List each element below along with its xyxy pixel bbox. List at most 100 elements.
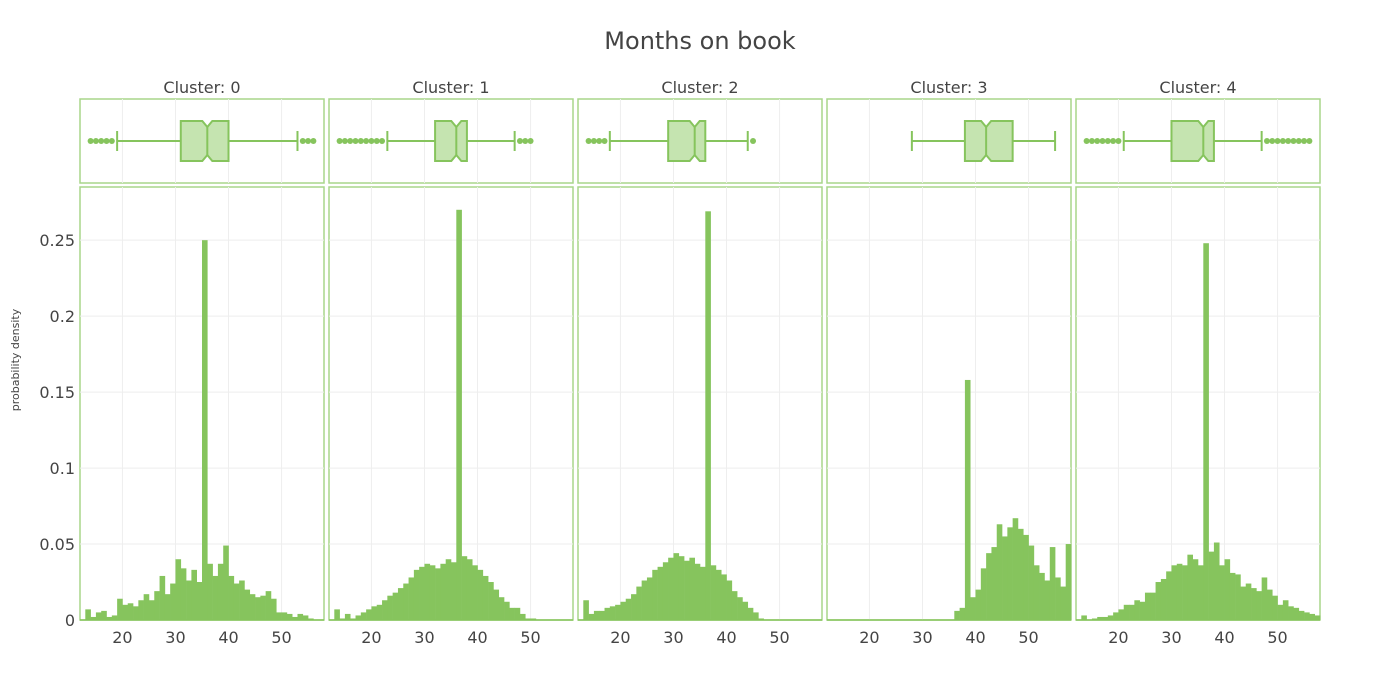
- x-tick-label: 40: [716, 628, 736, 647]
- hist-bar: [207, 563, 213, 620]
- x-tick-label: 30: [1161, 628, 1181, 647]
- hist-bar: [1309, 613, 1315, 620]
- x-tick-label: 20: [112, 628, 132, 647]
- box-outlier: [1083, 138, 1090, 144]
- hist-bar: [753, 612, 759, 620]
- hist-bar: [678, 556, 685, 620]
- hist-bar: [588, 613, 595, 620]
- hist-bar: [509, 607, 515, 620]
- hist-bar: [1023, 534, 1029, 620]
- hist-bar: [424, 563, 431, 620]
- hist-bar: [445, 559, 452, 620]
- hist-bar: [127, 603, 134, 620]
- hist-bar: [1245, 583, 1252, 620]
- y-tick-label: 0.1: [50, 459, 75, 478]
- hist-bar: [991, 547, 998, 620]
- hist-bar: [1224, 559, 1231, 620]
- box-outlier: [590, 138, 597, 144]
- hist-bar: [1039, 572, 1045, 620]
- hist-bar: [408, 577, 415, 620]
- box-outlier: [87, 138, 94, 144]
- cluster-panel: Cluster: 4 20 30 40 50: [1075, 78, 1321, 647]
- hist-panel-frame: [1075, 186, 1321, 621]
- hist-bar: [239, 580, 245, 620]
- box-outlier: [1088, 138, 1095, 144]
- hist-bar: [403, 583, 409, 620]
- hist-bar: [392, 592, 399, 620]
- hist-bar: [371, 606, 378, 620]
- hist-bar: [715, 569, 722, 620]
- hist-bar: [1293, 607, 1300, 620]
- hist-bar: [493, 589, 500, 620]
- hist-bar: [710, 565, 717, 620]
- hist-bar: [196, 582, 203, 620]
- hist-bar: [1134, 600, 1140, 620]
- cluster-panel: Cluster: 3 20 30 40 50: [826, 78, 1072, 647]
- hist-bar: [1272, 595, 1278, 620]
- hist-bar: [641, 580, 648, 620]
- x-tick-label: 50: [520, 628, 540, 647]
- y-tick-label: 0: [65, 611, 75, 630]
- box-outlier: [1301, 138, 1308, 144]
- hist-bar: [233, 583, 240, 620]
- hist-bar: [1017, 528, 1024, 620]
- hist-bar: [1187, 554, 1193, 620]
- box-outlier: [92, 138, 99, 144]
- hist-bar: [646, 577, 653, 620]
- hist-bar: [397, 588, 404, 620]
- box-outlier: [108, 138, 115, 144]
- box-iqr: [179, 120, 230, 162]
- hist-bar: [726, 580, 733, 620]
- y-tick-label: 0.25: [39, 231, 75, 250]
- x-tick-label: 40: [467, 628, 487, 647]
- hist-bar: [657, 566, 664, 620]
- hist-bar: [519, 613, 526, 620]
- hist-bar: [276, 612, 282, 620]
- hist-bar: [980, 568, 987, 620]
- hist-bar: [1044, 580, 1051, 620]
- box-outlier: [585, 138, 592, 144]
- hist-bar: [1261, 577, 1268, 620]
- hist-bar: [583, 600, 589, 620]
- box-outlier: [1279, 138, 1286, 144]
- hist-bar: [265, 591, 272, 620]
- hist-bar: [525, 618, 531, 620]
- hist-bar: [694, 563, 701, 620]
- hist-bar: [297, 613, 304, 620]
- box-iqr: [667, 120, 707, 162]
- hist-bar: [1012, 518, 1019, 620]
- box-outlier: [527, 138, 534, 144]
- box-iqr: [963, 120, 1014, 162]
- hist-bar: [1219, 565, 1225, 620]
- hist-bar: [286, 613, 293, 620]
- x-tick-label: 30: [165, 628, 185, 647]
- hist-bar: [302, 615, 309, 620]
- hist-bar: [1288, 606, 1294, 620]
- box-iqr: [434, 120, 468, 162]
- hist-bar: [668, 557, 674, 620]
- x-tick-label: 20: [361, 628, 381, 647]
- hist-bar: [1055, 577, 1061, 620]
- hist-bar: [344, 613, 351, 620]
- hist-bar: [975, 589, 982, 620]
- panel-title: Cluster: 1: [412, 78, 489, 97]
- box-outlier: [305, 138, 312, 144]
- hist-bar: [615, 604, 621, 620]
- box-outlier: [522, 138, 529, 144]
- box-outlier: [373, 138, 380, 144]
- hist-bar: [1304, 612, 1310, 620]
- hist-bar: [684, 560, 690, 620]
- hist-bar: [429, 565, 436, 620]
- box-outlier: [1104, 138, 1111, 144]
- hist-bar: [1282, 600, 1289, 620]
- hist-bar: [625, 598, 632, 620]
- cluster-panel: Cluster: 0 20 30 40 50: [79, 78, 325, 647]
- hist-bar: [175, 559, 182, 620]
- hist-bar: [1166, 571, 1172, 620]
- box-outlier: [379, 138, 386, 144]
- hist-bar: [270, 598, 277, 620]
- hist-bar: [191, 569, 197, 620]
- hist-bar: [122, 604, 129, 620]
- cluster-panel: Cluster: 1 20 30 40 50: [328, 78, 574, 647]
- y-tick-label: 0.15: [39, 383, 75, 402]
